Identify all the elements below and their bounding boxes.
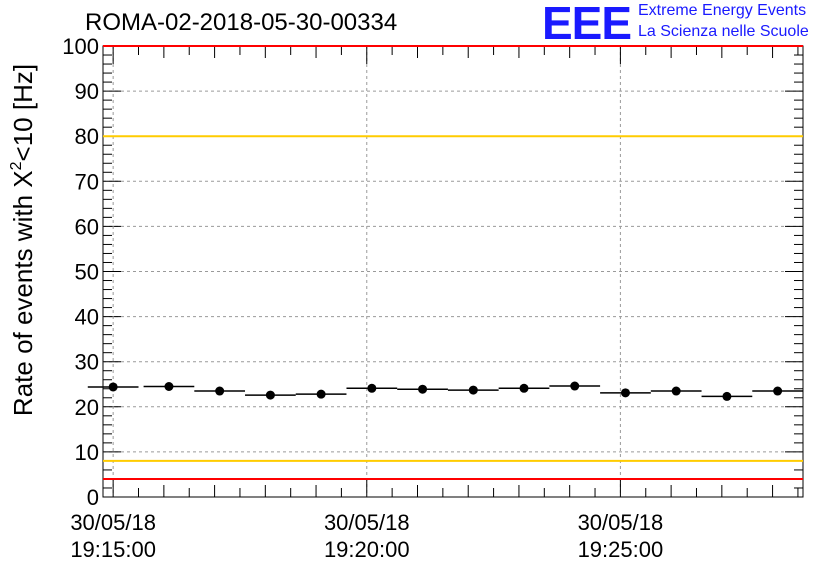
y-tick-label: 10 bbox=[75, 440, 99, 465]
data-point bbox=[620, 388, 630, 398]
y-tick-label: 0 bbox=[87, 485, 99, 510]
y-tick-label: 30 bbox=[75, 350, 99, 375]
y-axis-label: Rate of events with X2<10 [Hz] bbox=[8, 64, 38, 416]
y-tick-label: 50 bbox=[75, 260, 99, 285]
y-tick-label: 80 bbox=[75, 124, 99, 149]
data-point bbox=[316, 389, 326, 399]
data-point bbox=[418, 384, 428, 394]
data-point bbox=[215, 386, 225, 396]
x-tick-label-date: 30/05/18 bbox=[578, 510, 664, 535]
data-point bbox=[570, 381, 580, 391]
x-tick-label-time: 19:15:00 bbox=[70, 537, 156, 562]
data-point bbox=[265, 390, 275, 400]
logo-line-extreme-energy-events: Extreme Energy Events bbox=[638, 2, 807, 19]
y-tick-label: 20 bbox=[75, 395, 99, 420]
y-tick-label: 70 bbox=[75, 169, 99, 194]
y-tick-label: 60 bbox=[75, 214, 99, 239]
data-point bbox=[108, 382, 118, 392]
data-point bbox=[722, 391, 732, 401]
data-point bbox=[468, 385, 478, 395]
x-tick-label-time: 19:20:00 bbox=[324, 537, 410, 562]
x-tick-label-time: 19:25:00 bbox=[578, 537, 664, 562]
logo-line-scienza-scuole: La Scienza nelle Scuole bbox=[638, 23, 809, 40]
y-tick-label: 40 bbox=[75, 305, 99, 330]
y-tick-label: 100 bbox=[62, 34, 99, 59]
data-point bbox=[367, 383, 377, 393]
data-point bbox=[773, 386, 783, 396]
data-point bbox=[519, 383, 529, 393]
y-tick-label: 90 bbox=[75, 79, 99, 104]
x-tick-label-date: 30/05/18 bbox=[324, 510, 410, 535]
chart-title: ROMA-02-2018-05-30-00334 bbox=[85, 9, 398, 36]
eee-logo: EEE bbox=[542, 0, 632, 49]
data-point bbox=[671, 386, 681, 396]
x-tick-label-date: 30/05/18 bbox=[70, 510, 156, 535]
data-point bbox=[164, 382, 174, 392]
